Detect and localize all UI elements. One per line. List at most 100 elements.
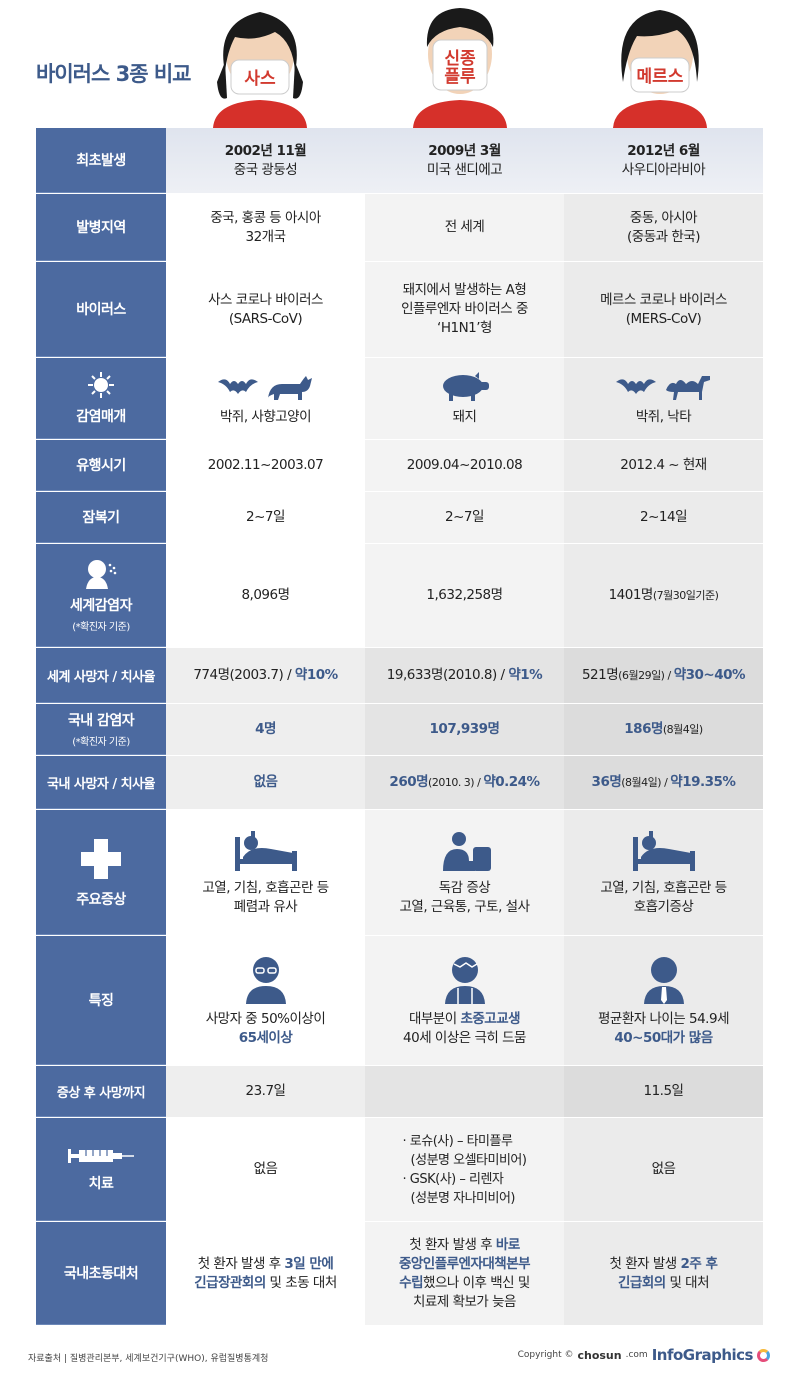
table-row-world-deaths: 세계 사망자 / 치사율 774명(2003.7) / 약10% 19,633명…	[36, 648, 764, 704]
cell-text: 고열, 기침, 호흡곤란 등	[202, 879, 329, 896]
cell-mers: 첫 환자 발생 2주 후 긴급회의 및 대처	[564, 1222, 763, 1325]
row-header: 치료	[36, 1118, 166, 1221]
cell-text: 11.5일	[643, 1083, 684, 1099]
cell-text: 2012년 6월	[627, 142, 700, 159]
cell-note: (2003.7) /	[229, 667, 295, 683]
cell-text: 고열, 기침, 호흡곤란 등	[600, 879, 727, 896]
cell-text: 없음	[651, 1161, 676, 1177]
cell-note: (8월4일) /	[621, 776, 671, 789]
table-row-epidemic-period: 유행시기 2002.11~2003.07 2009.04~2010.08 201…	[36, 440, 764, 492]
row-header: 잠복기	[36, 492, 166, 543]
row-header: 최초발생	[36, 128, 166, 193]
table-row-time-to-death: 증상 후 사망까지 23.7일 11.5일	[36, 1066, 764, 1118]
table-row-first-occurrence: 최초발생 2002년 11월 중국 광둥성 2009년 3월 미국 샌디에고 2…	[36, 128, 764, 194]
cell-flu: 1,632,258명	[365, 544, 564, 647]
table-row-world-cases: 세계감염자 (*확진자 기준) 8,096명 1,632,258명 1401명(…	[36, 544, 764, 648]
list-item: (성분명 오셀타미비어)	[410, 1152, 527, 1168]
cell-text: 사스 코로나 바이러스	[208, 291, 323, 308]
table-row-initial-response: 국내초동대처 첫 환자 발생 후 3일 만에 긴급장관회의 및 초동 대처 첫 …	[36, 1222, 764, 1326]
cell-text: 2009.04~2010.08	[406, 457, 523, 473]
row-header: 세계감염자 (*확진자 기준)	[36, 544, 166, 647]
row-header: 국내 사망자 / 치사율	[36, 756, 166, 809]
cell-text: 19,633명	[386, 667, 444, 683]
row-header: 특징	[36, 936, 166, 1065]
cell-text: 1401명	[608, 587, 654, 603]
cell-highlight: 186명	[624, 721, 663, 737]
cell-sars: 2~7일	[166, 492, 365, 543]
mask-label-mers: 메르스	[636, 67, 684, 87]
elderly-person-icon	[245, 956, 286, 1004]
mask-label-flu: 신종 플루	[444, 49, 476, 87]
cell-flu: 대부분이 초중고교생 40세 이상은 극히 드뭄	[365, 936, 564, 1065]
cell-sars: 774명(2003.7) / 약10%	[166, 648, 365, 703]
cell-sars: 사망자 중 50%이상이 65세이상	[166, 936, 365, 1065]
cell-highlight: 초중고교생	[460, 1010, 521, 1027]
cell-mers: 521명(6월29일) / 약30~40%	[564, 648, 763, 703]
copyright-text: Copyright ©	[517, 1350, 574, 1360]
face-mers: 메르스	[605, 2, 715, 128]
cell-highlight: 약0.24%	[483, 774, 540, 790]
cell-text: 중국 광둥성	[233, 161, 298, 178]
cell-flu: 19,633명(2010.8) / 약1%	[365, 648, 564, 703]
cell-text: 774명	[193, 667, 230, 683]
table-row-virus: 바이러스 사스 코로나 바이러스 (SARS-CoV) 돼지에서 발생하는 A형…	[36, 262, 764, 358]
cell-text: 독감 증상	[438, 879, 491, 896]
table-row-features: 특징 사망자 중 50%이상이 65세이상 대부분이 초중고교생 40세 이상은…	[36, 936, 764, 1066]
list-item: · GSK(사) – 리렌자	[402, 1171, 504, 1187]
cell-note: (2010. 3) /	[428, 776, 484, 789]
row-header-label: 주요증상	[76, 892, 126, 908]
row-header-sublabel: (*확진자 기준)	[72, 622, 130, 633]
face-flu: 신종 플루	[405, 2, 515, 128]
cell-text: 8,096명	[241, 587, 290, 603]
row-header: 세계 사망자 / 치사율	[36, 648, 166, 703]
cell-text: (SARS-CoV)	[228, 310, 303, 327]
row-header: 유행시기	[36, 440, 166, 491]
person-mask-icon	[213, 12, 307, 128]
cell-flu: 107,939명	[365, 704, 564, 755]
cell-text: 1,632,258명	[426, 587, 503, 603]
cell-flu: 돼지에서 발생하는 A형 인플루엔자 바이러스 중 ‘H1N1’형	[365, 262, 564, 357]
cell-text: 2002년 11월	[224, 142, 307, 159]
table-row-incubation: 잠복기 2~7일 2~7일 2~14일	[36, 492, 764, 544]
cell-text: 첫 환자 발생	[609, 1255, 681, 1272]
cell-highlight: 2주 후	[680, 1255, 718, 1272]
cell-text: (중동과 한국)	[627, 228, 700, 245]
row-header: 주요증상	[36, 810, 166, 935]
list-item: · 로슈(사) – 타미플루	[402, 1133, 513, 1149]
cell-text: 폐렴과 유사	[233, 898, 298, 915]
cell-mers: 36명(8월4일) / 약19.35%	[564, 756, 763, 809]
mask-label-sars: 사스	[244, 69, 276, 89]
cell-mers: 186명(8월4일)	[564, 704, 763, 755]
row-header: 증상 후 사망까지	[36, 1066, 166, 1117]
bat-camel-icon	[615, 376, 710, 400]
cell-highlight: 36명	[591, 774, 622, 790]
comparison-table: 최초발생 2002년 11월 중국 광둥성 2009년 3월 미국 샌디에고 2…	[36, 128, 764, 1326]
cell-sars: 없음	[166, 756, 365, 809]
cell-sars: 없음	[166, 1118, 365, 1221]
cell-highlight: 107,939명	[429, 721, 500, 737]
table-row-kr-cases: 국내 감염자 (*확진자 기준) 4명 107,939명 186명(8월4일)	[36, 704, 764, 756]
row-header: 감염매개	[36, 358, 166, 439]
cell-flu: 첫 환자 발생 후 바로 중앙인플루엔자대책본부 수립했으나 이후 백신 및 치…	[365, 1222, 564, 1325]
medical-cross-icon	[81, 839, 121, 879]
cell-sars: 8,096명	[166, 544, 365, 647]
row-header-label: 국내 감염자	[67, 713, 135, 729]
cell-text: 돼지	[452, 409, 477, 425]
cell-flu: 전 세계	[365, 194, 564, 261]
cell-text: 중국, 홍콩 등 아시아	[210, 209, 321, 226]
row-header: 발병지역	[36, 194, 166, 261]
cell-note: (6월29일) /	[618, 669, 674, 682]
person-mask-icon	[413, 8, 507, 128]
cell-text: 평균환자 나이는 54.9세	[597, 1010, 730, 1027]
cell-text: 2~7일	[445, 509, 484, 525]
cell-highlight: 긴급회의	[617, 1274, 666, 1291]
cell-text: 메르스 코로나 바이러스	[600, 291, 727, 308]
cell-flu: 돼지	[365, 358, 564, 439]
cell-sars: 4명	[166, 704, 365, 755]
cell-mers: 1401명(7월30일기준)	[564, 544, 763, 647]
cell-sars: 2002년 11월 중국 광둥성	[166, 128, 365, 193]
table-row-region: 발병지역 중국, 홍콩 등 아시아 32개국 전 세계 중동, 아시아 (중동과…	[36, 194, 764, 262]
cell-highlight: 65세이상	[238, 1029, 293, 1046]
table-row-kr-deaths: 국내 사망자 / 치사율 없음 260명(2010. 3) / 약0.24% 3…	[36, 756, 764, 810]
table-row-symptoms: 주요증상 고열, 기침, 호흡곤란 등 폐렴과 유사 독감 증상 고열, 근육통…	[36, 810, 764, 936]
